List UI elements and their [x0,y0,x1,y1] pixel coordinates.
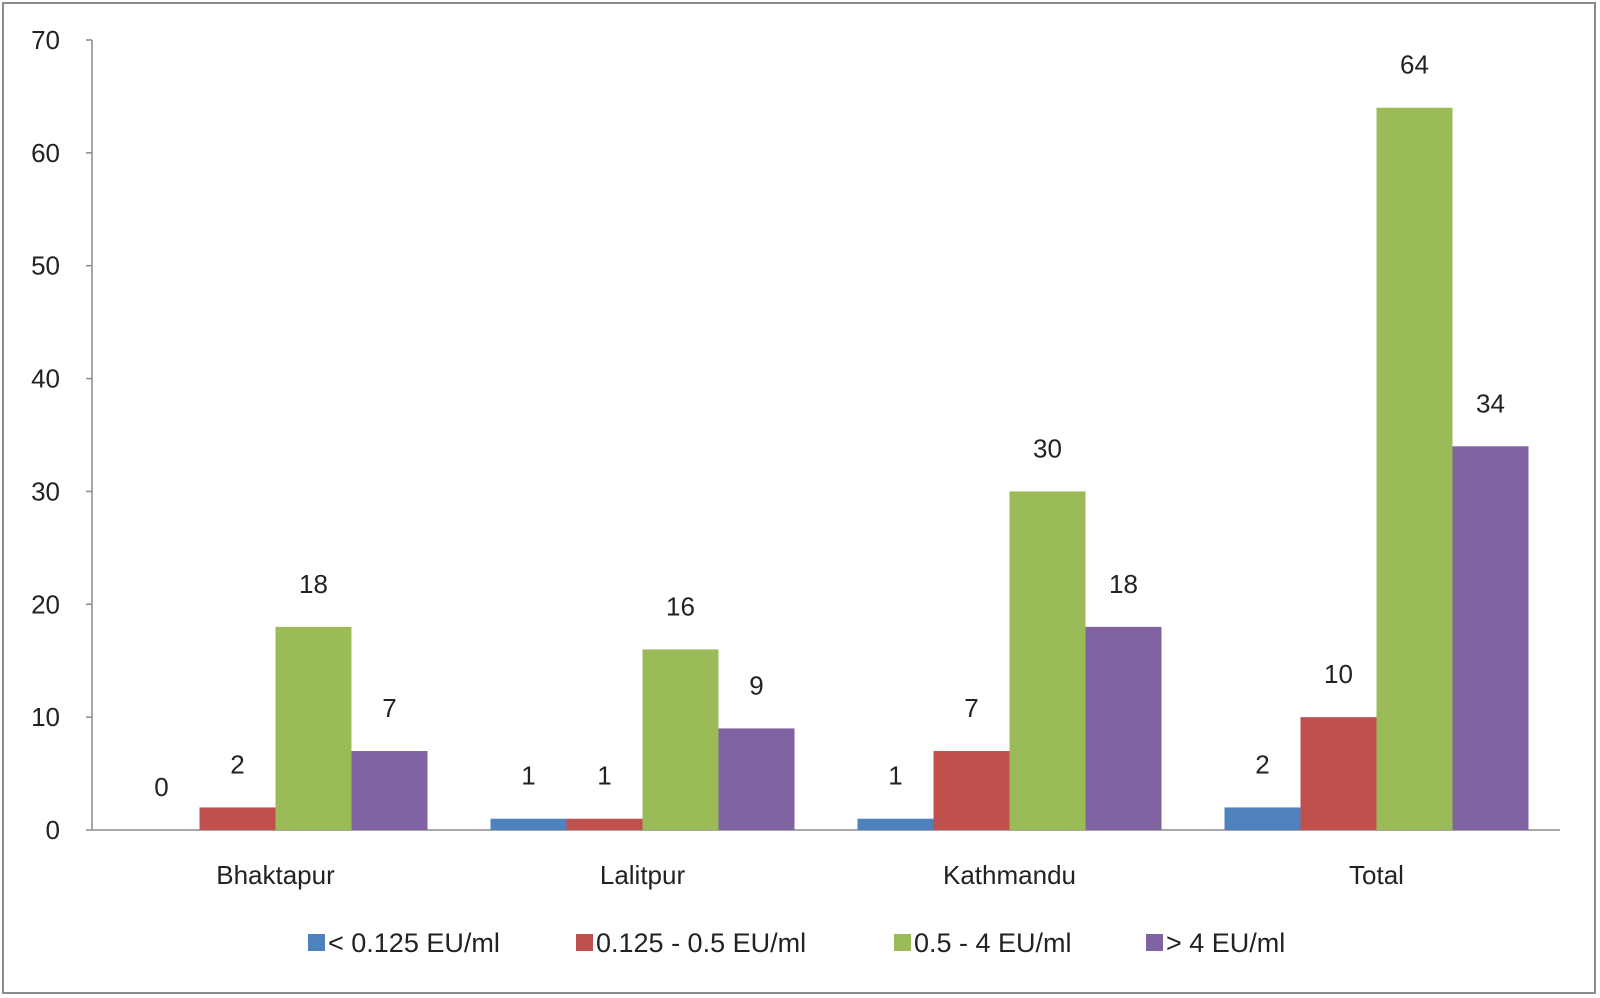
data-label: 18 [1109,569,1138,599]
data-label: 30 [1033,433,1062,463]
bar [1452,446,1529,830]
y-tick-label: 20 [31,589,60,619]
data-label: 1 [521,761,535,791]
bar [1376,107,1453,830]
data-label: 16 [666,591,695,621]
data-label: 10 [1324,659,1353,689]
legend-label: 0.5 - 4 EU/ml [914,928,1072,958]
bar [1085,626,1162,830]
legend-swatch [894,934,911,951]
bar [275,626,352,830]
legend-label: > 4 EU/ml [1166,928,1285,958]
y-tick-label: 40 [31,364,60,394]
x-category-label: Lalitpur [600,860,686,890]
bar [718,728,795,830]
x-category-label: Total [1349,860,1404,890]
legend-swatch [1146,934,1163,951]
legend-label: < 0.125 EU/ml [328,928,500,958]
x-category-label: Kathmandu [943,860,1076,890]
bar [566,818,643,830]
bar [1224,807,1301,830]
legend-swatch [576,934,593,951]
data-label: 2 [1255,749,1269,779]
y-tick-label: 0 [46,815,60,845]
bar [351,751,428,830]
y-tick-label: 30 [31,476,60,506]
x-category-label: Bhaktapur [216,860,335,890]
legend-label: 0.125 - 0.5 EU/ml [596,928,806,958]
legend-swatch [308,934,325,951]
data-label: 34 [1476,388,1505,418]
bar [490,818,567,830]
y-tick-label: 70 [31,25,60,55]
y-tick-label: 60 [31,138,60,168]
bar [857,818,934,830]
bar [199,807,276,830]
bar [933,751,1010,830]
bar [1300,717,1377,830]
data-label: 2 [230,749,244,779]
data-label: 1 [597,761,611,791]
data-label: 64 [1400,50,1429,80]
data-label: 1 [888,761,902,791]
y-tick-label: 10 [31,702,60,732]
data-label: 7 [382,693,396,723]
bar [1009,491,1086,830]
y-tick-label: 50 [31,251,60,281]
data-label: 18 [299,569,328,599]
data-label: 7 [964,693,978,723]
data-label: 9 [749,670,763,700]
data-label: 0 [154,772,168,802]
bar [642,649,719,830]
